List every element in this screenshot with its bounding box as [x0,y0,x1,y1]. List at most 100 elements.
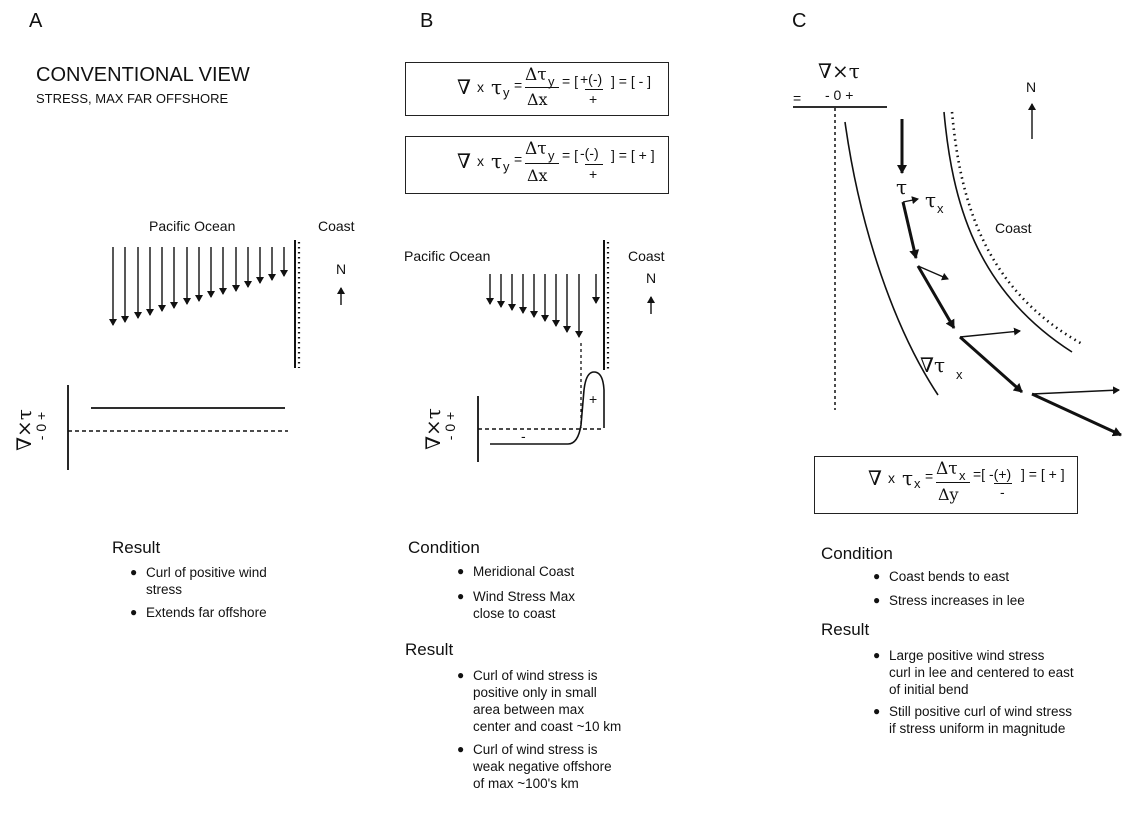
panel-b-curve-minus-label: - [521,428,526,444]
panel-b-result-heading: Result [405,640,454,659]
eq1-tau: τ [491,75,503,99]
panel-b-curl-axes [477,343,605,462]
eq2-numerator: Δτ [525,139,547,159]
eq2-sign-bottom: + [589,166,598,182]
eq1-sign-top: +(-) [580,71,603,87]
eq1-equals: = [514,77,523,93]
eq2-sign-top: -(-) [580,145,599,161]
panel-c-axis-ticks: - 0 + [825,87,854,103]
panel-b-result-item-2-cont-a: weak negative offshore [473,759,612,774]
panel-b-curl-curve [490,371,605,445]
panel-b-ocean-label: Pacific Ocean [404,248,491,264]
panel-c-axis-equals: = [793,90,802,106]
panel-a-wind-arrows [109,247,288,326]
eq1-nabla: ∇ [457,75,471,99]
panel-c-result-item-1-cont-a: curl in lee and centered to east [889,665,1074,680]
panel-a-subtitle: STRESS, MAX FAR OFFSHORE [36,91,229,106]
panel-c-coastline [943,111,1085,353]
panel-c-condition-item-2: Stress increases in lee [873,592,1025,609]
eq1-tau-sub: y [503,85,510,100]
panel-c-result-item-1: Large positive wind stress [873,647,1044,664]
eq3-sign-bar [994,483,1012,484]
panel-c-result-item-1-cont-b: of initial bend [889,682,969,697]
panel-c-gradient-curve [844,121,939,396]
panel-c-north-label: N [1026,79,1037,95]
panel-b-result-item-2-cont-b: of max ~100's km [473,776,579,791]
eq2-tau-sub: y [503,159,510,174]
eq2-tau: τ [491,149,503,173]
panel-b-condition-heading: Condition [408,538,480,557]
panel-b-north-label: N [646,270,657,286]
eq3-denominator: Δy [938,485,959,504]
panel-c-letter: C [792,10,807,32]
panel-b-coast-label: Coast [628,248,665,264]
panel-b-result-item-1-cont-b: area between max [473,702,585,717]
panel-a-curl-axis-ticks: - 0 + [33,411,49,441]
panel-b-result-item-1-cont-a: positive only in small [473,685,597,700]
panel-a-north-label: N [336,261,347,277]
eq2-cross: x [477,153,484,169]
panel-b-result-item-2: Curl of wind stress is [457,741,597,758]
panel-a-result-item-1: Curl of positive wind [130,564,267,581]
eq1-bracket-close: ] = [ - ] [611,73,652,89]
eq3-tau-sub: x [914,476,921,491]
eq2-denominator: Δx [527,166,548,185]
panel-b-coastline [603,240,610,370]
panel-c-grad-label: ∇τ [920,353,946,377]
eq1-cross: x [477,79,484,95]
panel-a-curl-axes [67,385,288,470]
eq3-bracket-open: =[ [973,466,986,482]
panel-a-result-heading: Result [112,538,161,557]
panel-b-equation-box-2: ∇ x τ y = Δτ y Δx = [ -(-) + ] = [ + ] [405,136,669,194]
panel-c-tau-x-label: τ [925,188,937,212]
eq1-sign-bottom: + [589,91,598,107]
panel-c-curl-label: ∇×τ [818,59,860,83]
panel-c-tau-x-sub: x [937,201,944,216]
eq2-fraction-bar [525,163,559,164]
panel-c-tau-label: τ [896,175,908,199]
eq2-nabla: ∇ [457,149,471,173]
panel-b-curl-axis-ticks: - 0 + [442,411,458,441]
eq1-denominator: Δx [527,90,548,109]
eq2-bracket-close: ] = [ + ] [611,147,655,163]
panel-b-equation-box-1: ∇ x τ y = Δτ y Δx = [ +(-) + ] = [ - ] [405,62,669,116]
eq2-numerator-sub: y [548,148,555,163]
eq3-sign-bottom: - [1000,484,1005,500]
panel-c-coast-label: Coast [995,220,1032,236]
eq3-tau: τ [902,466,914,490]
panel-c-condition-heading: Condition [821,544,893,563]
eq3-numerator: Δτ [936,459,958,479]
panel-c-stress-arrows [897,119,1122,437]
panel-c-axis [793,106,887,410]
eq2-sign-bar [585,164,603,165]
eq1-fraction-bar [525,87,559,88]
eq2-bracket-open: = [ [562,147,578,163]
panel-a-result-item-2: Extends far offshore [130,604,267,621]
eq2-equals: = [514,151,523,167]
panel-b-condition-item-1: Meridional Coast [457,563,574,580]
eq1-numerator-sub: y [548,74,555,89]
panel-b-wind-arrows [486,274,600,338]
panel-a-coastline [294,240,301,368]
eq1-bracket-open: = [ [562,73,578,89]
panel-a-letter: A [29,10,43,32]
panel-c-equation-box: ∇ x τ x = Δτ x Δy =[ -(+) - ] = [ + ] [814,456,1078,514]
panel-b-result-item-1-cont-c: center and coast ~10 km [473,719,622,734]
panel-b-condition-item-2: Wind Stress Max [457,588,575,605]
eq3-numerator-sub: x [959,468,966,483]
panel-a-ocean-label: Pacific Ocean [149,218,236,234]
eq1-numerator: Δτ [525,65,547,85]
eq1-sign-bar [585,89,603,90]
panel-c-result-item-2-cont: if stress uniform in magnitude [889,721,1066,736]
panel-c-grad-sub: x [956,367,963,382]
eq3-bracket-close: ] = [ + ] [1021,466,1065,482]
eq3-cross: x [888,470,895,486]
panel-c-condition-item-1: Coast bends to east [873,568,1009,585]
eq3-sign-top: -(+) [989,466,1012,482]
panel-b-result-item-1: Curl of wind stress is [457,667,597,684]
panel-c-result-heading: Result [821,620,870,639]
panel-b-letter: B [420,10,434,32]
panel-a-coast-label: Coast [318,218,355,234]
eq3-equals: = [925,468,934,484]
